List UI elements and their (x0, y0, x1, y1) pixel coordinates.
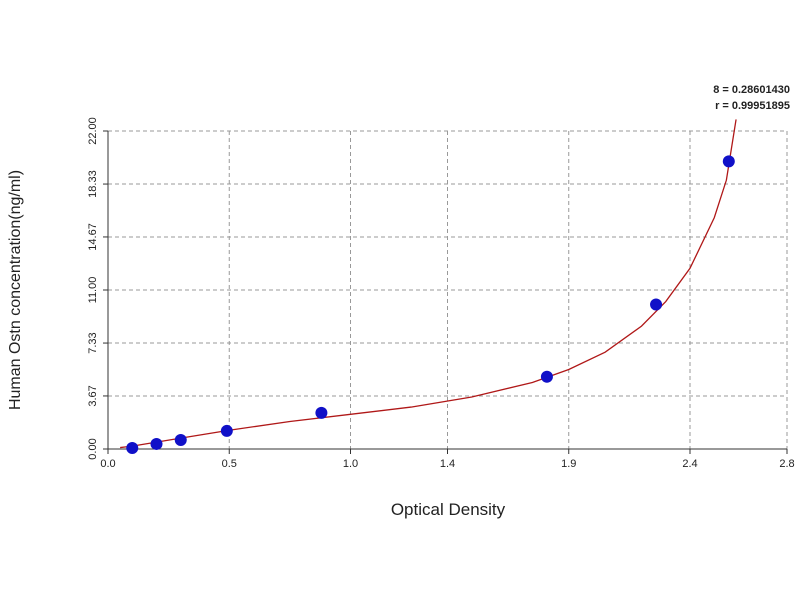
data-point (126, 441, 139, 454)
x-tick-label: 1.9 (561, 458, 576, 470)
y-tick-label: 22.00 (87, 117, 99, 145)
y-tick-label: 18.33 (87, 170, 99, 198)
annotation: 8 = 0.28601430 (713, 84, 790, 96)
y-tick-label: 7.33 (87, 332, 99, 353)
y-tick-label: 14.67 (87, 223, 99, 251)
y-tick-label: 0.00 (87, 438, 99, 459)
data-point (650, 298, 663, 311)
data-point (315, 406, 328, 419)
x-tick-label: 1.0 (343, 458, 358, 470)
y-axis-label: Human Ostn concentration(ng/ml) (7, 170, 24, 410)
data-point (150, 437, 163, 450)
data-point (174, 434, 187, 447)
data-point (540, 370, 553, 383)
x-tick-label: 1.4 (440, 458, 455, 470)
data-point (220, 424, 233, 437)
x-tick-label: 2.4 (682, 458, 697, 470)
y-tick-label: 11.00 (87, 277, 99, 304)
fit-curve (120, 119, 737, 449)
data-point (722, 155, 735, 168)
x-tick-label: 0.0 (100, 458, 115, 470)
annotation: r = 0.99951895 (715, 100, 790, 112)
x-tick-label: 2.8 (779, 458, 794, 470)
y-tick-label: 3.67 (87, 385, 99, 406)
x-tick-label: 0.5 (222, 458, 237, 470)
x-axis-label: Optical Density (391, 500, 506, 519)
